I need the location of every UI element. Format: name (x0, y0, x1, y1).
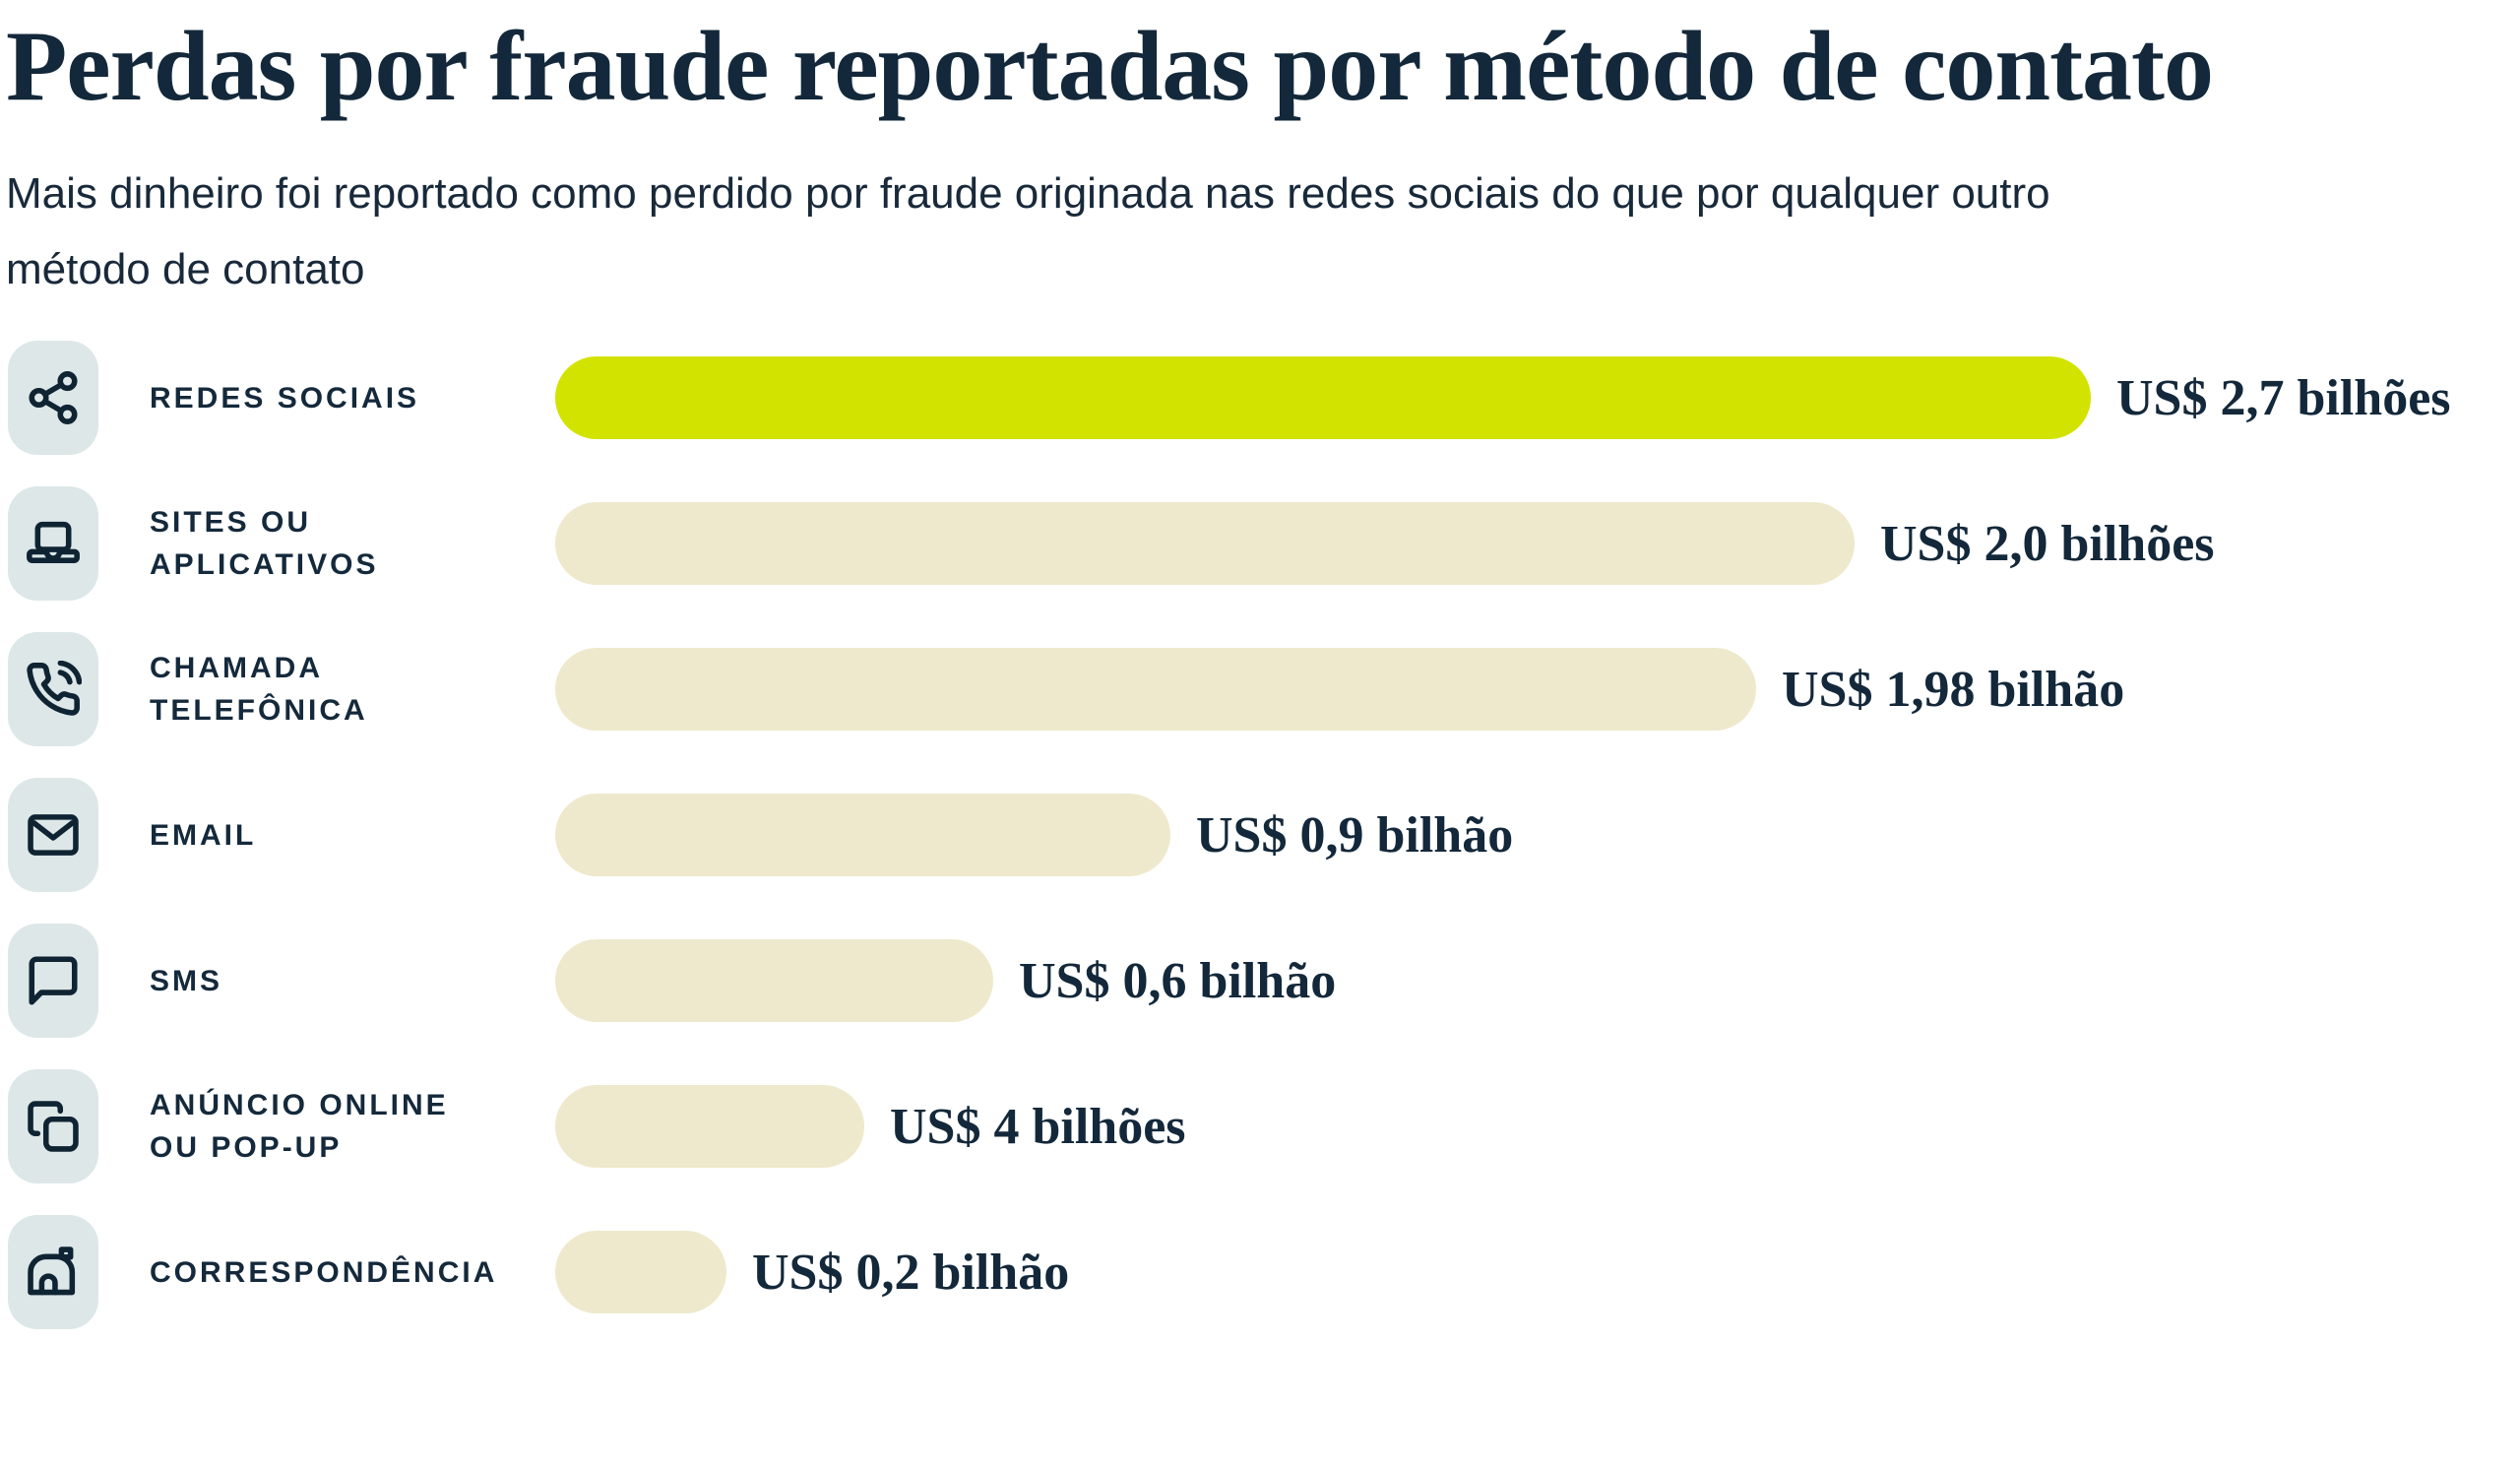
value-bar (555, 1085, 864, 1169)
chart-row: EMAIL US$ 0,9 bilhão (6, 762, 2520, 908)
chart-row: ANÚNCIO ONLINE OU POP-UP US$ 4 bilhões (6, 1054, 2520, 1199)
value-bar (555, 1231, 726, 1314)
category-icon-tile (8, 924, 98, 1039)
chart-row: SMS US$ 0,6 bilhão (6, 908, 2520, 1054)
category-label: ANÚNCIO ONLINE OU POP-UP (150, 1088, 449, 1165)
category-label: SITES OU APLICATIVOS (150, 505, 379, 582)
category-icon-tile (8, 341, 98, 456)
category-icon-tile (8, 486, 98, 602)
value-label: US$ 1,98 bilhão (1782, 661, 2125, 718)
value-label: US$ 0,2 bilhão (752, 1244, 1070, 1301)
value-bar (555, 939, 993, 1023)
value-label: US$ 4 bilhões (890, 1098, 1186, 1155)
copy-icon (25, 1098, 82, 1155)
category-label: CORRESPONDÊNCIA (150, 1255, 498, 1289)
chart-row: CORRESPONDÊNCIA US$ 0,2 bilhão (6, 1199, 2520, 1345)
value-bar (555, 794, 1170, 877)
mail-icon (25, 806, 82, 863)
share-icon (25, 369, 82, 426)
value-bar (555, 648, 1756, 732)
phone-call-icon (25, 661, 82, 718)
infographic: Perdas por fraude reportadas por método … (6, 11, 2520, 1345)
page-title: Perdas por fraude reportadas por método … (6, 11, 2214, 122)
category-icon-tile (8, 632, 98, 747)
value-label: US$ 2,7 bilhões (2116, 369, 2451, 426)
category-icon-tile (8, 1215, 98, 1330)
chart-row: SITES OU APLICATIVOS US$ 2,0 bilhões (6, 471, 2520, 616)
value-label: US$ 0,6 bilhão (1019, 952, 1337, 1009)
category-label: CHAMADA TELEFÔNICA (150, 651, 368, 728)
value-label: US$ 2,0 bilhões (1880, 515, 2215, 572)
laptop-icon (25, 515, 82, 572)
value-bar (555, 502, 1855, 586)
category-label: EMAIL (150, 818, 257, 852)
category-label: SMS (150, 964, 223, 997)
category-label: REDES SOCIAIS (150, 381, 420, 415)
value-bar (555, 356, 2091, 440)
category-icon-tile (8, 1069, 98, 1184)
chart-row: CHAMADA TELEFÔNICA US$ 1,98 bilhão (6, 616, 2520, 762)
message-icon (25, 952, 82, 1009)
chart-row: REDES SOCIAIS US$ 2,7 bilhões (6, 325, 2520, 471)
value-label: US$ 0,9 bilhão (1196, 806, 1514, 863)
category-icon-tile (8, 778, 98, 893)
page-subtitle: Mais dinheiro foi reportado como perdido… (6, 169, 2050, 294)
bar-chart: REDES SOCIAIS US$ 2,7 bilhões SITES OU A… (6, 325, 2520, 1345)
mailbox-icon (25, 1244, 82, 1301)
